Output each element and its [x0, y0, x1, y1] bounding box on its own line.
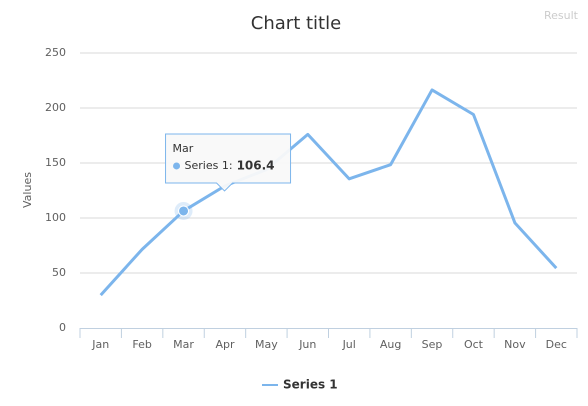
y-tick-label: 150	[45, 156, 66, 169]
tooltip-title: Mar	[173, 142, 194, 155]
hover-marker	[178, 205, 190, 217]
tooltip-box	[165, 133, 292, 192]
x-tick-label: Jul	[342, 338, 356, 351]
y-tick-label: 200	[45, 101, 66, 114]
y-axis-label: Values	[21, 172, 34, 208]
x-tick-label: Nov	[504, 338, 526, 351]
x-tick-label: Feb	[132, 338, 151, 351]
tooltip-label: Series 1:	[185, 159, 233, 172]
legend-label[interactable]: Series 1	[283, 378, 338, 392]
tooltip: Mar Series 1: 106.4	[165, 133, 292, 192]
y-tick-label: 0	[59, 321, 66, 334]
x-tick-label: May	[255, 338, 278, 351]
y-tick-label: 250	[45, 46, 66, 59]
x-tick-label: Jan	[91, 338, 109, 351]
y-tick-label: 100	[45, 211, 66, 224]
tooltip-dot	[173, 162, 181, 170]
chart-title: Chart title	[251, 13, 341, 34]
x-tick-label: Apr	[215, 338, 235, 351]
corner-label[interactable]: Result	[544, 9, 579, 22]
x-tick-label: Oct	[464, 338, 484, 351]
y-tick-label: 50	[52, 266, 66, 279]
x-tick-label: Sep	[422, 338, 443, 351]
series-line	[99, 88, 558, 297]
x-tick-label: Mar	[173, 338, 194, 351]
legend: Series 1	[262, 378, 338, 392]
tooltip-value: 106.4	[237, 158, 275, 172]
x-tick-label: Dec	[546, 338, 567, 351]
x-tick-label: Aug	[380, 338, 401, 351]
x-tick-label: Jun	[298, 338, 316, 351]
